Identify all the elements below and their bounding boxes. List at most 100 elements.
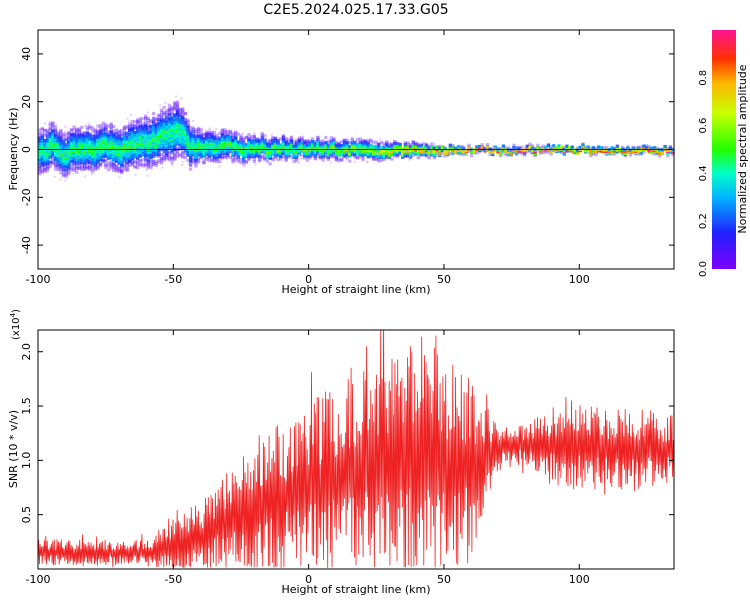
spectrogram-cell xyxy=(356,145,360,149)
spectrogram-cell xyxy=(91,165,95,169)
spectrogram-cell xyxy=(273,147,278,151)
spectrogram-cell xyxy=(75,147,79,151)
spectrogram-speckle xyxy=(151,153,154,156)
spectrogram-cell xyxy=(72,162,76,166)
spectrogram-cell xyxy=(173,156,177,160)
spectrogram-cell xyxy=(133,139,137,143)
spectrogram-cell xyxy=(205,134,209,138)
spectrogram-cell xyxy=(199,133,203,137)
spectrogram-cell xyxy=(53,153,58,157)
spectrogram-speckle xyxy=(235,140,238,143)
spectrogram-speckle xyxy=(196,147,199,150)
spectrogram-cell xyxy=(96,165,100,169)
spectrogram-cell xyxy=(430,142,434,146)
spectrogram-cell xyxy=(250,153,254,157)
spectrogram-cell xyxy=(496,150,500,154)
spectrogram-cell xyxy=(93,138,97,142)
spectrogram-cell xyxy=(48,127,52,131)
spectrogram-cell xyxy=(279,154,283,158)
spectrogram-cell xyxy=(106,164,111,168)
spectrogram-cell xyxy=(374,150,378,154)
spectrogram-cell xyxy=(72,167,76,171)
spectrogram-cell xyxy=(178,123,182,127)
spectrogram-cell xyxy=(67,131,71,135)
spectrogram-cell xyxy=(141,126,145,130)
spectrogram-cell xyxy=(59,171,63,175)
spectrogram-cell xyxy=(170,135,174,139)
spectrogram-cell xyxy=(223,130,227,134)
spectrogram-cell xyxy=(265,148,270,152)
spectrogram-cell xyxy=(517,147,521,151)
spectrogram-cell xyxy=(67,154,71,158)
spectrogram-speckle xyxy=(464,152,467,155)
spectrogram-cell xyxy=(271,136,275,140)
spectrogram-speckle xyxy=(215,146,218,148)
spectrogram-cell xyxy=(244,159,248,163)
spectrogram-cell xyxy=(281,144,286,148)
spectrogram-cell xyxy=(178,113,182,117)
spectrogram-cell xyxy=(191,160,195,164)
spectrogram-cell xyxy=(390,148,394,152)
spectrogram-cell xyxy=(40,160,44,164)
spectrogram-cell xyxy=(167,122,172,126)
spectrogram-cell xyxy=(69,166,74,170)
spectrogram-cell xyxy=(255,142,259,146)
spectrogram-cell xyxy=(159,110,164,114)
spectrogram-cell xyxy=(454,148,458,152)
spectrogram-speckle xyxy=(367,138,370,141)
spectrogram-speckle xyxy=(175,95,178,98)
spectrogram-cell xyxy=(64,150,68,154)
spectrogram-cell xyxy=(390,152,394,156)
spectrogram-cell xyxy=(167,138,172,142)
spectrogram-cell xyxy=(215,145,219,149)
spectrogram-cell xyxy=(488,153,492,157)
spectrogram-cell xyxy=(348,152,352,156)
spectrogram-speckle xyxy=(329,161,332,164)
spectrogram-cell xyxy=(316,136,320,140)
spectrogram-cell xyxy=(104,127,108,131)
spectrogram-cell xyxy=(387,144,392,148)
spectrogram-cell xyxy=(72,136,76,140)
spectrogram-cell xyxy=(96,134,100,138)
spectrogram-speckle xyxy=(217,136,220,139)
spectrogram-cell xyxy=(443,154,447,158)
spectrogram-cell xyxy=(125,169,129,173)
spectrogram-cell xyxy=(268,138,272,142)
spectrogram-cell xyxy=(146,121,150,125)
spectrogram-speckle xyxy=(212,131,214,134)
spectrogram-speckle xyxy=(65,132,68,135)
spectrogram-cell xyxy=(194,141,198,145)
spectrogram-speckle xyxy=(523,151,526,154)
spectrogram-cell xyxy=(247,151,251,155)
spectrogram-cell xyxy=(72,138,76,142)
spectrogram-cell xyxy=(371,140,376,144)
spectrogram-cell xyxy=(101,147,105,151)
spectrogram-speckle xyxy=(517,149,520,152)
spectrogram-speckle xyxy=(377,152,380,155)
spectrogram-cell xyxy=(422,146,426,150)
spectrogram-cell xyxy=(120,142,124,146)
spectrogram-cell xyxy=(167,113,172,117)
spectrogram-cell xyxy=(189,147,193,151)
spectrogram-cell xyxy=(202,161,206,165)
spectrogram-speckle xyxy=(87,123,90,126)
spectrogram-cell xyxy=(181,120,185,124)
spectrogram-cell xyxy=(332,151,336,155)
spectrogram-cell xyxy=(48,127,52,131)
spectrogram-speckle xyxy=(496,146,499,149)
spectrogram-cell xyxy=(112,129,116,133)
spectrogram-cell xyxy=(623,147,627,151)
spectrogram-speckle xyxy=(461,147,464,150)
spectrogram-cell xyxy=(144,122,148,126)
spectrogram-speckle xyxy=(429,149,432,152)
spectrogram-cell xyxy=(98,162,103,166)
spectrogram-cell xyxy=(38,141,42,145)
spectrogram-cell xyxy=(173,141,177,145)
spectrogram-cell xyxy=(390,145,394,149)
spectrogram-speckle xyxy=(449,146,452,149)
spectrogram-cell xyxy=(122,143,127,147)
spectrogram-cell xyxy=(218,144,222,148)
spectrogram-cell xyxy=(138,162,142,166)
spectrogram-cell xyxy=(480,145,484,149)
spectrogram-cell xyxy=(38,168,42,172)
